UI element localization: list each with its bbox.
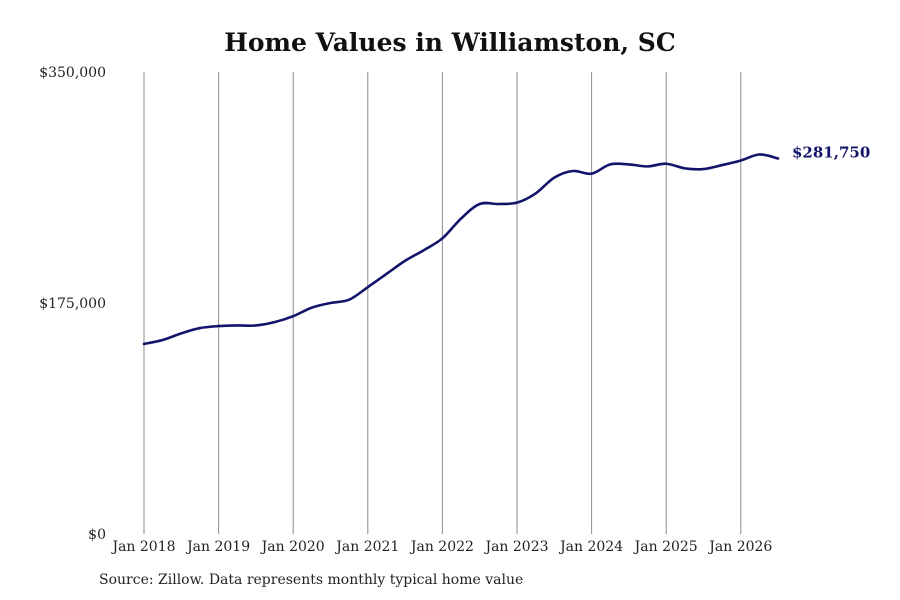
x-tick-label: Jan 2025 — [633, 539, 698, 555]
x-tick-label: Jan 2024 — [558, 539, 623, 555]
end-label-layer: $281,750 — [792, 143, 870, 161]
y-tick-label: $175,000 — [39, 296, 106, 312]
series-line-0 — [142, 153, 780, 346]
x-tick-label: Jan 2019 — [185, 539, 250, 555]
x-tick-label: Jan 2026 — [707, 539, 772, 555]
source-note: Source: Zillow. Data represents monthly … — [99, 572, 524, 588]
end-value-label: $281,750 — [792, 143, 870, 161]
y-axis-labels: $0 $175,000 $350,000 — [39, 65, 106, 543]
chart-title: Home Values in Williamston, SC — [224, 28, 676, 57]
y-tick-label: $350,000 — [39, 65, 106, 81]
y-tick-label: $0 — [88, 527, 106, 543]
series-layer — [142, 153, 780, 346]
gridlines — [143, 72, 742, 534]
x-tick-label: Jan 2022 — [409, 539, 474, 555]
x-tick-label: Jan 2018 — [110, 539, 175, 555]
x-axis-labels: Jan 2018 Jan 2019 Jan 2020 Jan 2021 Jan 2022… — [110, 539, 772, 555]
x-tick-label: Jan 2020 — [260, 539, 325, 555]
x-tick-label: Jan 2023 — [483, 539, 548, 555]
x-tick-label: Jan 2021 — [334, 539, 399, 555]
data-points — [143, 153, 780, 345]
